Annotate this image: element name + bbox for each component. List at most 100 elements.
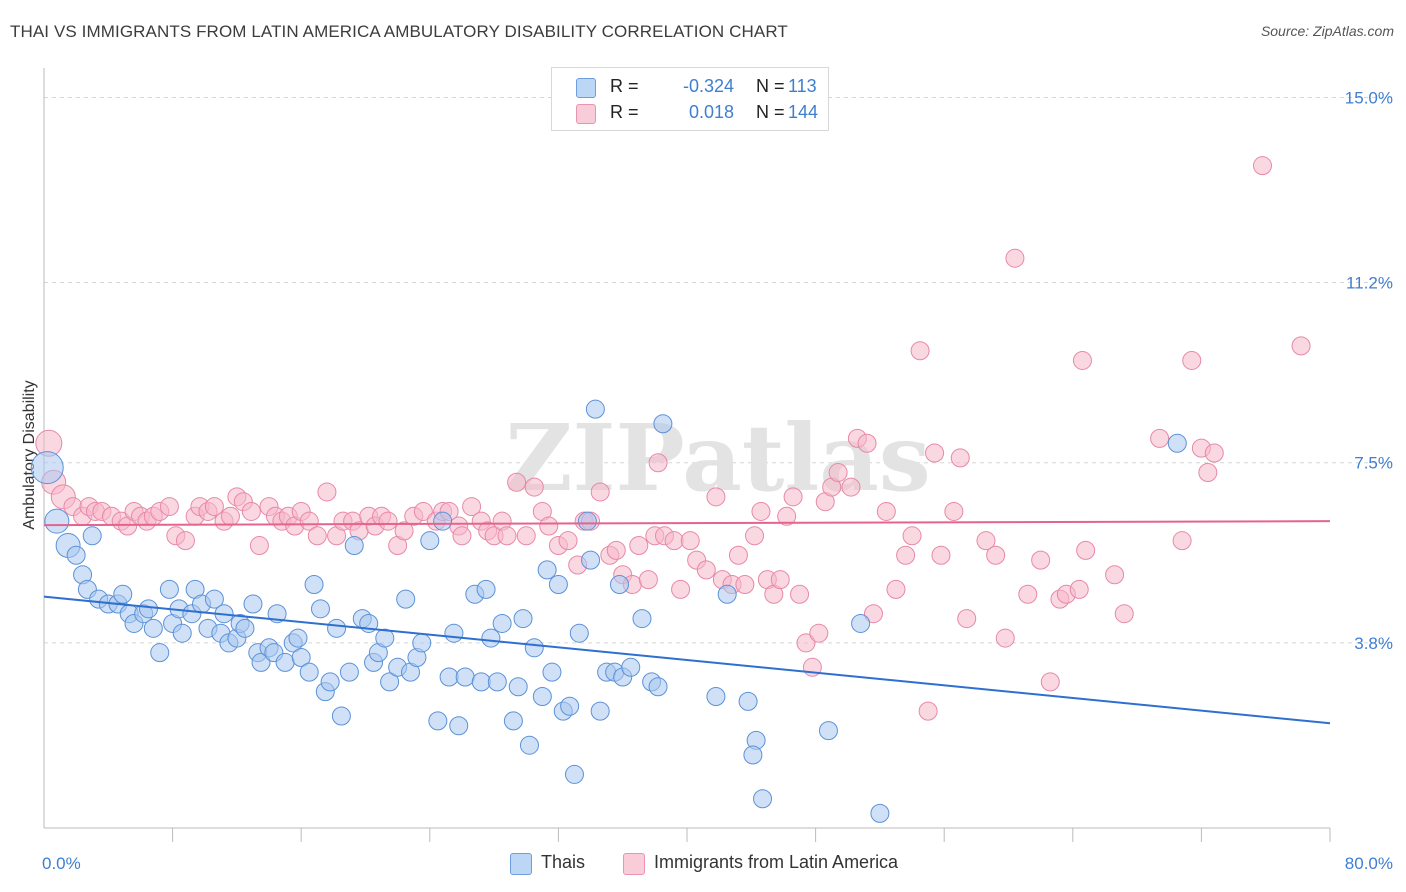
latin-point <box>524 477 544 497</box>
thai-point <box>818 721 838 741</box>
thai-point <box>291 648 311 668</box>
thai-point <box>331 706 351 726</box>
latin-point <box>299 511 319 531</box>
r-label: R = <box>610 76 639 96</box>
thai-point <box>138 599 158 619</box>
thai-point <box>449 716 469 736</box>
latin-point <box>706 487 726 507</box>
thai-point <box>327 618 347 638</box>
latin-point <box>1204 443 1224 463</box>
thai-point <box>310 599 330 619</box>
latin-point <box>452 526 472 546</box>
latin-point <box>1114 604 1134 624</box>
latin-point <box>931 545 951 565</box>
latin-america-points <box>35 156 1311 721</box>
latin-point <box>516 526 536 546</box>
latin-point <box>944 501 964 521</box>
thai-point <box>519 735 539 755</box>
y-tick-label: 7.5% <box>1354 454 1393 473</box>
thai-point <box>569 623 589 643</box>
latin-point <box>777 506 797 526</box>
thai-point <box>433 511 453 531</box>
thai-point <box>444 623 464 643</box>
latin-point <box>957 609 977 629</box>
latin-point <box>1031 550 1051 570</box>
latin-point <box>796 633 816 653</box>
thai-point <box>609 574 629 594</box>
latin-point <box>539 516 559 536</box>
thai-point <box>476 579 496 599</box>
thai-point <box>243 594 263 614</box>
y-tick-label: 15.0% <box>1345 88 1393 107</box>
latin-point <box>1291 336 1311 356</box>
latin-america-label: Immigrants from Latin America <box>654 852 899 872</box>
n-value: 113 <box>788 76 817 96</box>
latin-point <box>886 579 906 599</box>
latin-point <box>204 497 224 517</box>
thai-swatch <box>576 78 596 98</box>
thai-point <box>275 652 295 672</box>
thai-point <box>621 657 641 677</box>
n-value: 144 <box>788 102 819 122</box>
thai-point <box>1167 433 1187 453</box>
thai-point <box>738 691 758 711</box>
latin-point <box>1018 584 1038 604</box>
latin-america-swatch <box>623 853 645 875</box>
thai-point <box>492 613 512 633</box>
thai-point <box>412 633 432 653</box>
latin-point <box>1072 350 1092 370</box>
thai-point <box>235 618 255 638</box>
latin-point <box>857 433 877 453</box>
latin-point <box>728 545 748 565</box>
latin-point <box>735 574 755 594</box>
thai-point <box>537 560 557 580</box>
latin-point <box>664 531 684 551</box>
latin-point <box>1198 462 1218 482</box>
thais-label: Thais <box>541 852 586 872</box>
latin-point <box>696 560 716 580</box>
thai-trend-line <box>43 595 1331 725</box>
latin-point <box>1105 565 1125 585</box>
thai-point <box>204 589 224 609</box>
latin-point <box>606 540 626 560</box>
source-label: Source: ZipAtlas.com <box>1260 23 1394 39</box>
r-label: R = <box>610 102 639 122</box>
thai-point <box>753 789 773 809</box>
thai-point <box>632 609 652 629</box>
thai-point <box>304 574 324 594</box>
thai-point <box>428 711 448 731</box>
thai-point <box>396 589 416 609</box>
latin-point <box>159 497 179 517</box>
n-label: N = <box>756 76 785 96</box>
latin-point <box>220 506 240 526</box>
thai-point <box>548 574 568 594</box>
thai-point <box>585 399 605 419</box>
latin-point <box>841 477 861 497</box>
latin-point <box>1252 156 1272 176</box>
grid-lines <box>44 96 1395 644</box>
tick-labels: 3.8% 7.5% 11.2% 15.0% 0.0% 80.0% <box>42 88 1393 873</box>
latin-trend-line <box>43 520 1331 527</box>
thai-point <box>590 701 610 721</box>
latin-swatch <box>576 104 596 124</box>
thai-point <box>653 414 673 434</box>
thai-point <box>66 545 86 565</box>
thai-point <box>44 508 70 534</box>
y-tick-label: 3.8% <box>1354 634 1393 653</box>
latin-point <box>910 341 930 361</box>
chart-title: THAI VS IMMIGRANTS FROM LATIN AMERICA AM… <box>10 22 788 41</box>
latin-point <box>1040 672 1060 692</box>
thai-point <box>870 803 890 823</box>
n-label: N = <box>756 102 785 122</box>
latin-point <box>790 584 810 604</box>
thai-point <box>564 764 584 784</box>
thai-point <box>471 672 491 692</box>
latin-point <box>876 501 896 521</box>
thai-point <box>717 584 737 604</box>
thai-point <box>380 672 400 692</box>
thai-point <box>706 687 726 707</box>
thai-point <box>420 531 440 551</box>
thai-point <box>648 677 668 697</box>
r-value: -0.324 <box>682 76 734 96</box>
